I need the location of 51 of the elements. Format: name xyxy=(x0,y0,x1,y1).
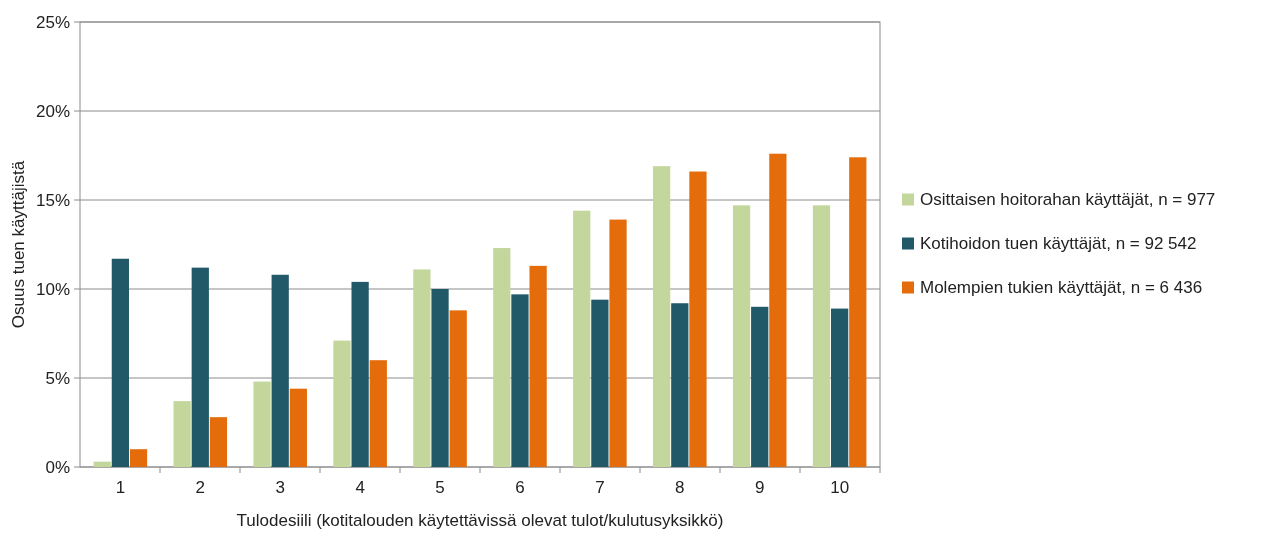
bar xyxy=(209,417,228,467)
bar xyxy=(129,449,148,467)
bar xyxy=(671,303,689,467)
x-tick-label: 10 xyxy=(830,478,850,497)
bar xyxy=(573,210,591,467)
bar xyxy=(591,299,609,467)
x-tick-label: 7 xyxy=(595,478,605,497)
bar xyxy=(413,269,431,467)
bar xyxy=(271,274,289,467)
bar xyxy=(173,401,191,467)
bar xyxy=(653,166,671,467)
bar xyxy=(732,205,751,467)
x-tick-label: 1 xyxy=(115,478,126,497)
bar xyxy=(751,306,769,467)
bar xyxy=(493,248,511,467)
legend-label: Kotihoidon tuen käyttäjät, n = 92 542 xyxy=(920,234,1197,254)
x-tick-label: 2 xyxy=(195,478,206,497)
legend-label: Molempien tukien käyttäjät, n = 6 436 xyxy=(920,278,1203,298)
bar xyxy=(529,265,547,467)
bar xyxy=(351,281,369,467)
bar xyxy=(191,267,209,467)
y-tick-label: 20% xyxy=(35,101,70,121)
bar xyxy=(333,340,351,467)
bar xyxy=(812,205,831,467)
bar xyxy=(449,310,467,467)
y-tick-label: 25% xyxy=(35,12,70,32)
bar xyxy=(849,157,867,467)
x-tick-label: 9 xyxy=(754,478,765,497)
bar xyxy=(511,294,529,467)
x-tick-label: 5 xyxy=(435,478,445,497)
bar xyxy=(769,153,787,467)
y-tick-label: 15% xyxy=(35,190,70,210)
y-tick-label: 5% xyxy=(45,368,70,388)
bar xyxy=(689,171,707,467)
bar xyxy=(831,308,849,467)
bar xyxy=(253,381,271,467)
bar xyxy=(289,388,307,467)
x-tick-label: 4 xyxy=(355,478,365,497)
bar xyxy=(93,461,111,467)
bar xyxy=(431,289,449,467)
y-tick-label: 0% xyxy=(45,457,70,477)
y-axis-title: Osuus tuen käyttäjistä xyxy=(9,160,28,329)
x-tick-label: 6 xyxy=(515,478,525,497)
x-tick-label: 8 xyxy=(675,478,685,497)
legend-label: Osittaisen hoitorahan käyttäjät, n = 977 xyxy=(920,190,1216,210)
bar xyxy=(111,258,129,467)
bar xyxy=(369,360,387,467)
x-tick-label: 3 xyxy=(275,478,285,497)
bar xyxy=(609,219,627,467)
y-tick-label: 10% xyxy=(35,279,70,299)
x-axis-title: Tulodesiili (kotitalouden käytettävissä olevat tulot/kulutusyksikkö) xyxy=(236,511,724,530)
